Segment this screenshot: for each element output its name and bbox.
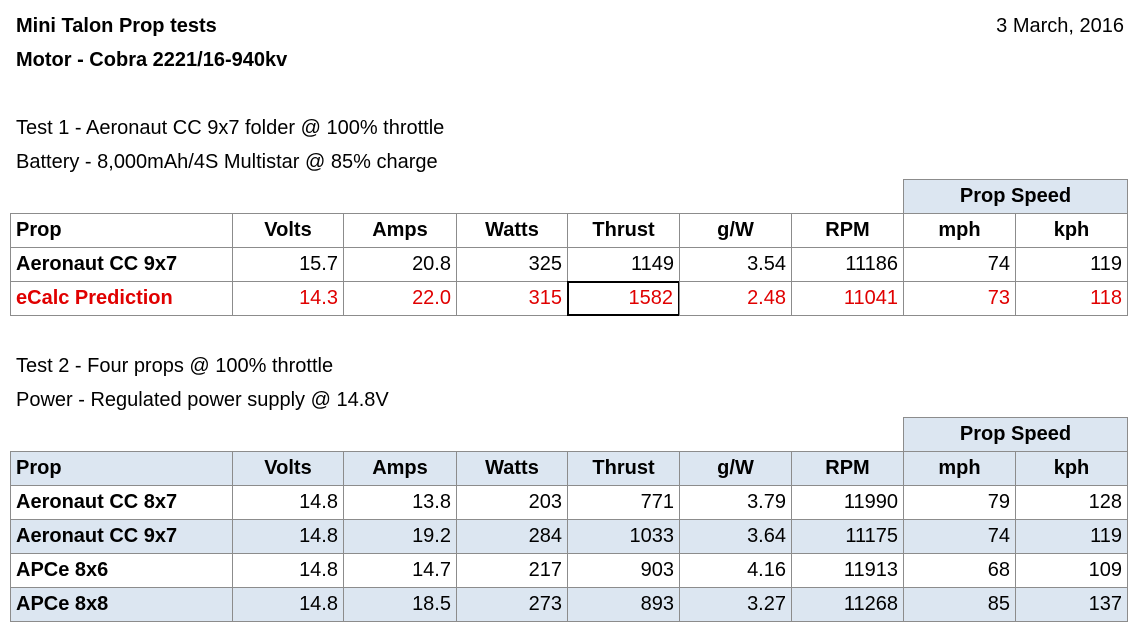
group-header: Prop Speed xyxy=(903,179,1128,214)
column-header: Watts xyxy=(456,213,568,248)
table-cell: 14.8 xyxy=(232,485,344,520)
test-title: Test 2 - Four props @ 100% throttle xyxy=(16,355,334,377)
row-label: APCe 8x6 xyxy=(10,553,233,588)
column-header: Thrust xyxy=(567,451,680,486)
motor: Motor - Cobra 2221/16-940kv xyxy=(16,49,288,71)
table-cell: 74 xyxy=(903,519,1016,554)
table-cell: 11175 xyxy=(791,519,904,554)
table-cell: 68 xyxy=(903,553,1016,588)
column-header: RPM xyxy=(791,451,904,486)
table-cell: 1582 xyxy=(567,281,680,316)
table-cell: 217 xyxy=(456,553,568,588)
table-cell: 20.8 xyxy=(343,247,457,282)
table-cell: 771 xyxy=(567,485,680,520)
table-cell: 109 xyxy=(1015,553,1128,588)
test-title: Test 1 - Aeronaut CC 9x7 folder @ 100% t… xyxy=(16,117,445,139)
table-cell: 325 xyxy=(456,247,568,282)
table-cell: 4.16 xyxy=(679,553,792,588)
table-cell: 118 xyxy=(1015,281,1128,316)
row-label: Aeronaut CC 9x7 xyxy=(10,247,233,282)
table-cell: 14.8 xyxy=(232,519,344,554)
column-header: Volts xyxy=(232,451,344,486)
table-cell: 2.48 xyxy=(679,281,792,316)
row-label: Aeronaut CC 8x7 xyxy=(10,485,233,520)
table-cell: 1149 xyxy=(567,247,680,282)
table-cell: 15.7 xyxy=(232,247,344,282)
table-cell: 79 xyxy=(903,485,1016,520)
table-cell: 3.79 xyxy=(679,485,792,520)
table-cell: 119 xyxy=(1015,247,1128,282)
table-cell: 22.0 xyxy=(343,281,457,316)
column-header: mph xyxy=(903,451,1016,486)
table-cell: 85 xyxy=(903,587,1016,622)
table-cell: 19.2 xyxy=(343,519,457,554)
group-header: Prop Speed xyxy=(903,417,1128,452)
column-header: kph xyxy=(1015,451,1128,486)
table-cell: 903 xyxy=(567,553,680,588)
table-cell: 119 xyxy=(1015,519,1128,554)
row-label: APCe 8x8 xyxy=(10,587,233,622)
table-cell: 11186 xyxy=(791,247,904,282)
table-cell: 203 xyxy=(456,485,568,520)
table-cell: 3.54 xyxy=(679,247,792,282)
date: 3 March, 2016 xyxy=(996,15,1124,37)
column-header: Amps xyxy=(343,451,457,486)
column-header: Amps xyxy=(343,213,457,248)
table-cell: 273 xyxy=(456,587,568,622)
column-header: Prop xyxy=(10,213,233,248)
table-cell: 11041 xyxy=(791,281,904,316)
column-header: RPM xyxy=(791,213,904,248)
column-header: g/W xyxy=(679,451,792,486)
row-label: eCalc Prediction xyxy=(10,281,233,316)
table-cell: 1033 xyxy=(567,519,680,554)
column-header: g/W xyxy=(679,213,792,248)
table-cell: 137 xyxy=(1015,587,1128,622)
column-header: Volts xyxy=(232,213,344,248)
test-power: Battery - 8,000mAh/4S Multistar @ 85% ch… xyxy=(16,151,438,173)
table-cell: 3.27 xyxy=(679,587,792,622)
table-cell: 11990 xyxy=(791,485,904,520)
title: Mini Talon Prop tests xyxy=(16,15,217,37)
column-header: kph xyxy=(1015,213,1128,248)
table-cell: 73 xyxy=(903,281,1016,316)
table-cell: 11913 xyxy=(791,553,904,588)
table-cell: 315 xyxy=(456,281,568,316)
row-label: Aeronaut CC 9x7 xyxy=(10,519,233,554)
table-cell: 74 xyxy=(903,247,1016,282)
test-power: Power - Regulated power supply @ 14.8V xyxy=(16,389,389,411)
column-header: Prop xyxy=(10,451,233,486)
table-cell: 14.8 xyxy=(232,553,344,588)
table-cell: 284 xyxy=(456,519,568,554)
table-cell: 14.8 xyxy=(232,587,344,622)
table-cell: 128 xyxy=(1015,485,1128,520)
column-header: Watts xyxy=(456,451,568,486)
column-header: mph xyxy=(903,213,1016,248)
table-cell: 18.5 xyxy=(343,587,457,622)
table-cell: 11268 xyxy=(791,587,904,622)
table-cell: 893 xyxy=(567,587,680,622)
table-cell: 3.64 xyxy=(679,519,792,554)
table-cell: 13.8 xyxy=(343,485,457,520)
table-cell: 14.7 xyxy=(343,553,457,588)
column-header: Thrust xyxy=(567,213,680,248)
table-cell: 14.3 xyxy=(232,281,344,316)
